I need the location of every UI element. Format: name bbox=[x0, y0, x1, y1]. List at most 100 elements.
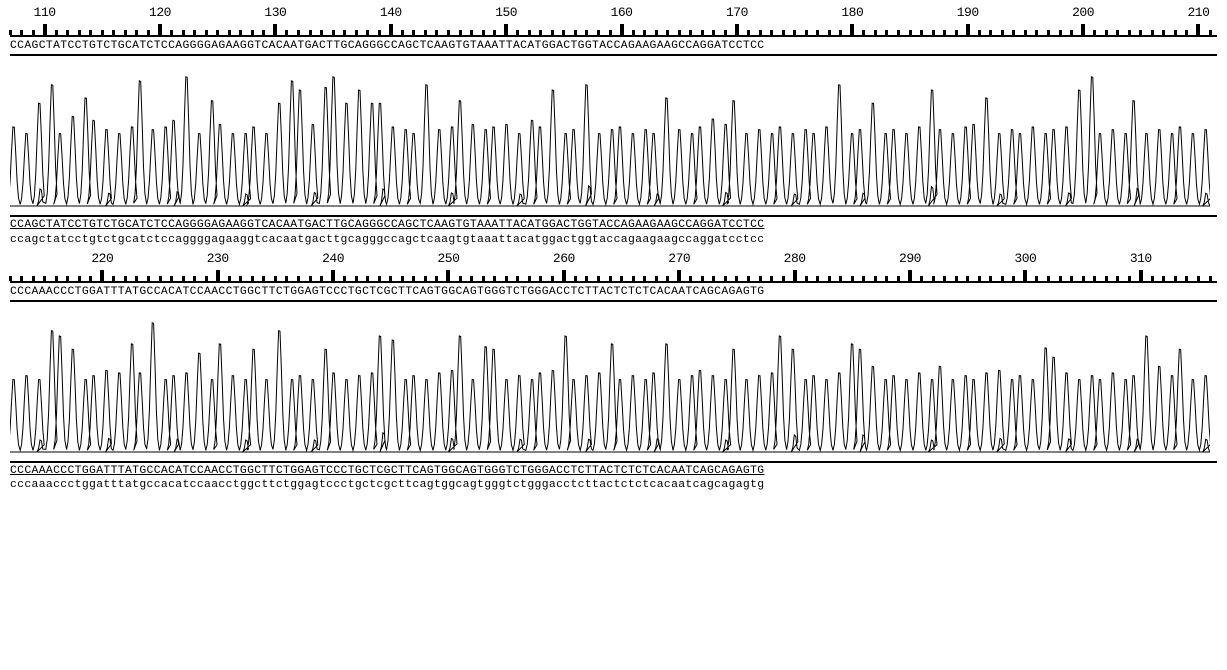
trace-path bbox=[10, 323, 1210, 452]
ruler-minor-tick bbox=[655, 30, 658, 35]
ruler-major-tick bbox=[1196, 24, 1200, 35]
ruler-minor-tick bbox=[920, 276, 923, 281]
ruler-minor-tick bbox=[32, 276, 35, 281]
ruler-minor-tick bbox=[262, 276, 265, 281]
ruler-minor-tick bbox=[447, 30, 450, 35]
ruler-ticks bbox=[10, 21, 1217, 37]
ruler-labels: 220230240250260270280290300310 bbox=[10, 251, 1217, 267]
ruler-minor-tick bbox=[539, 276, 542, 281]
ruler-minor-tick bbox=[782, 276, 785, 281]
ruler-minor-tick bbox=[747, 276, 750, 281]
ruler-minor-tick bbox=[862, 30, 865, 35]
ruler-tick-label: 220 bbox=[91, 251, 113, 266]
ruler-minor-tick bbox=[585, 276, 588, 281]
sequence-basecall: CCCAAACCCTGGATTTATGCCACATCCAACCTGGCTTCTG… bbox=[10, 461, 1217, 478]
chromatogram-trace bbox=[10, 58, 1210, 208]
ruler-minor-tick bbox=[1059, 276, 1062, 281]
ruler-minor-tick bbox=[1093, 276, 1096, 281]
ruler-minor-tick bbox=[1105, 30, 1108, 35]
ruler-minor-tick bbox=[632, 276, 635, 281]
ruler-minor-tick bbox=[147, 276, 150, 281]
ruler-minor-tick bbox=[712, 276, 715, 281]
sequence-reference-bottom: ccagctatcctgtctgcatctccaggggagaaggtcacaa… bbox=[10, 233, 1217, 247]
ruler-minor-tick bbox=[1047, 276, 1050, 281]
ruler-minor-tick bbox=[493, 276, 496, 281]
sequence-reference-top: CCCAAACCCTGGATTTATGCCACATCCAACCTGGCTTCTG… bbox=[10, 285, 1217, 302]
ruler-minor-tick bbox=[309, 30, 312, 35]
ruler-minor-tick bbox=[412, 276, 415, 281]
ruler-minor-tick bbox=[228, 30, 231, 35]
ruler-minor-tick bbox=[1059, 30, 1062, 35]
chromatogram-figure: 110120130140150160170180190200210CCAGCTA… bbox=[10, 5, 1217, 493]
ruler-minor-tick bbox=[1209, 30, 1212, 35]
ruler-tick-label: 150 bbox=[495, 5, 517, 20]
ruler-minor-tick bbox=[124, 276, 127, 281]
ruler-minor-tick bbox=[101, 30, 104, 35]
ruler-minor-tick bbox=[1035, 276, 1038, 281]
ruler-minor-tick bbox=[1012, 30, 1015, 35]
ruler-minor-tick bbox=[620, 276, 623, 281]
ruler-minor-tick bbox=[1024, 30, 1027, 35]
ruler-minor-tick bbox=[1151, 30, 1154, 35]
ruler-major-tick bbox=[331, 270, 335, 281]
ruler-tick-label: 160 bbox=[611, 5, 633, 20]
ruler-minor-tick bbox=[885, 276, 888, 281]
ruler-minor-tick bbox=[539, 30, 542, 35]
position-ruler: 110120130140150160170180190200210 bbox=[10, 5, 1217, 39]
ruler-minor-tick bbox=[701, 276, 704, 281]
ruler-minor-tick bbox=[562, 30, 565, 35]
ruler-tick-label: 300 bbox=[1014, 251, 1036, 266]
ruler-minor-tick bbox=[193, 30, 196, 35]
ruler-minor-tick bbox=[909, 30, 912, 35]
ruler-tick-label: 260 bbox=[553, 251, 575, 266]
ruler-minor-tick bbox=[609, 30, 612, 35]
ruler-minor-tick bbox=[297, 276, 300, 281]
ruler-minor-tick bbox=[689, 30, 692, 35]
ruler-minor-tick bbox=[320, 276, 323, 281]
ruler-minor-tick bbox=[1070, 276, 1073, 281]
ruler-major-tick bbox=[1023, 270, 1027, 281]
ruler-minor-tick bbox=[759, 276, 762, 281]
ruler-minor-tick bbox=[1070, 30, 1073, 35]
ruler-minor-tick bbox=[78, 30, 81, 35]
ruler-major-tick bbox=[562, 270, 566, 281]
ruler-minor-tick bbox=[135, 30, 138, 35]
ruler-tick-label: 140 bbox=[380, 5, 402, 20]
ruler-minor-tick bbox=[1093, 30, 1096, 35]
ruler-minor-tick bbox=[1012, 276, 1015, 281]
sequence-basecall: CCAGCTATCCTGTCTGCATCTCCAGGGGAGAAGGTCACAA… bbox=[10, 215, 1217, 232]
ruler-minor-tick bbox=[435, 30, 438, 35]
ruler-minor-tick bbox=[482, 30, 485, 35]
ruler-minor-tick bbox=[770, 276, 773, 281]
ruler-minor-tick bbox=[274, 276, 277, 281]
ruler-minor-tick bbox=[378, 276, 381, 281]
ruler-minor-tick bbox=[112, 30, 115, 35]
ruler-minor-tick bbox=[943, 30, 946, 35]
ruler-minor-tick bbox=[609, 276, 612, 281]
ruler-minor-tick bbox=[170, 30, 173, 35]
ruler-major-tick bbox=[1081, 24, 1085, 35]
ruler-minor-tick bbox=[1128, 30, 1131, 35]
ruler-minor-tick bbox=[205, 30, 208, 35]
ruler-major-tick bbox=[620, 24, 624, 35]
ruler-minor-tick bbox=[712, 30, 715, 35]
ruler-minor-tick bbox=[793, 30, 796, 35]
ruler-minor-tick bbox=[412, 30, 415, 35]
ruler-minor-tick bbox=[389, 276, 392, 281]
ruler-minor-tick bbox=[493, 30, 496, 35]
ruler-minor-tick bbox=[816, 276, 819, 281]
ruler-minor-tick bbox=[551, 30, 554, 35]
ruler-minor-tick bbox=[401, 30, 404, 35]
ruler-minor-tick bbox=[459, 276, 462, 281]
ruler-minor-tick bbox=[124, 30, 127, 35]
trace-region bbox=[10, 304, 1217, 459]
sequence-reference-top: CCAGCTATCCTGTCTGCATCTCCAGGGGAGAAGGTCACAA… bbox=[10, 39, 1217, 56]
ruler-minor-tick bbox=[885, 30, 888, 35]
ruler-minor-tick bbox=[851, 276, 854, 281]
ruler-minor-tick bbox=[366, 276, 369, 281]
ruler-major-tick bbox=[504, 24, 508, 35]
ruler-tick-label: 210 bbox=[1188, 5, 1210, 20]
ruler-minor-tick bbox=[666, 276, 669, 281]
ruler-minor-tick bbox=[1139, 30, 1142, 35]
ruler-minor-tick bbox=[355, 276, 358, 281]
